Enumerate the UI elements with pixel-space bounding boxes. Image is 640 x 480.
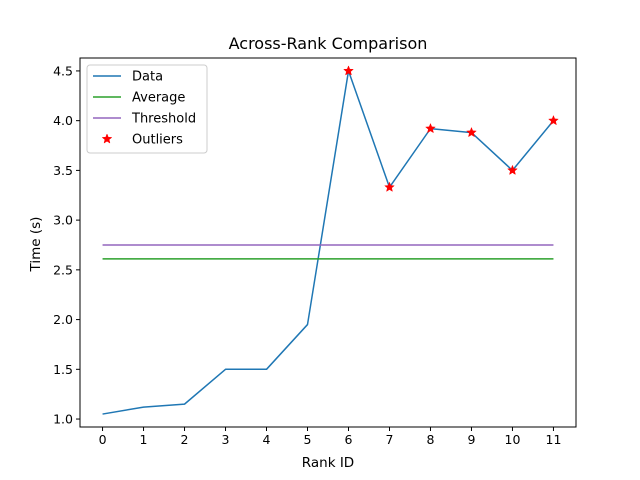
legend-box	[86, 64, 208, 154]
legend-label-outliers: Outliers	[132, 133, 183, 148]
chart-title: Across-Rank Comparison	[229, 34, 428, 53]
y-tick-label: 1.0	[53, 412, 73, 427]
y-axis-label: Time (s)	[28, 217, 44, 273]
plot-area	[102, 65, 559, 415]
x-tick-label: 3	[222, 432, 230, 447]
x-tick-label: 2	[181, 432, 189, 447]
y-tick-label: 1.5	[53, 362, 73, 377]
legend-marker-outliers	[101, 133, 113, 144]
axes-frame	[79, 57, 577, 428]
legend-label-average: Average	[132, 91, 185, 106]
outlier-point-1	[384, 181, 395, 192]
x-tick-label: 4	[263, 432, 271, 447]
x-tick-label: 7	[386, 432, 394, 447]
legend: Data Average Threshold Outliers	[86, 64, 208, 154]
outlier-point-2	[425, 122, 436, 134]
legend-label-threshold: Threshold	[131, 112, 196, 127]
y-tick-label: 4.5	[53, 63, 73, 78]
y-tick-label: 2.5	[53, 262, 73, 277]
x-tick-label: 5	[304, 432, 312, 447]
legend-label-data: Data	[132, 70, 163, 85]
outlier-point-5	[548, 114, 559, 126]
x-tick-label: 6	[345, 432, 353, 447]
x-axis-label: Rank ID	[302, 455, 354, 471]
outlier-point-3	[466, 126, 477, 138]
axes: 0 1 2 3 4 5 6 7 8 9 10 11 1.0 1.5 2.0 2.5 3.0 3.5 4.0 4.5	[53, 57, 577, 447]
x-tick-label: 8	[427, 432, 435, 447]
x-tick-label: 0	[99, 432, 107, 447]
outlier-point-0	[343, 65, 354, 76]
y-tick-label: 4.0	[53, 113, 73, 128]
series-data-line	[102, 70, 555, 415]
x-tick-label: 10	[505, 432, 521, 447]
y-tick-label: 2.0	[53, 312, 73, 327]
x-tick-label: 1	[140, 432, 148, 447]
outlier-point-4	[507, 164, 518, 175]
y-tick-label: 3.5	[53, 163, 73, 178]
x-tick-label: 9	[467, 432, 475, 447]
x-tick-label: 11	[546, 432, 562, 447]
y-tick-label: 3.0	[53, 213, 73, 228]
